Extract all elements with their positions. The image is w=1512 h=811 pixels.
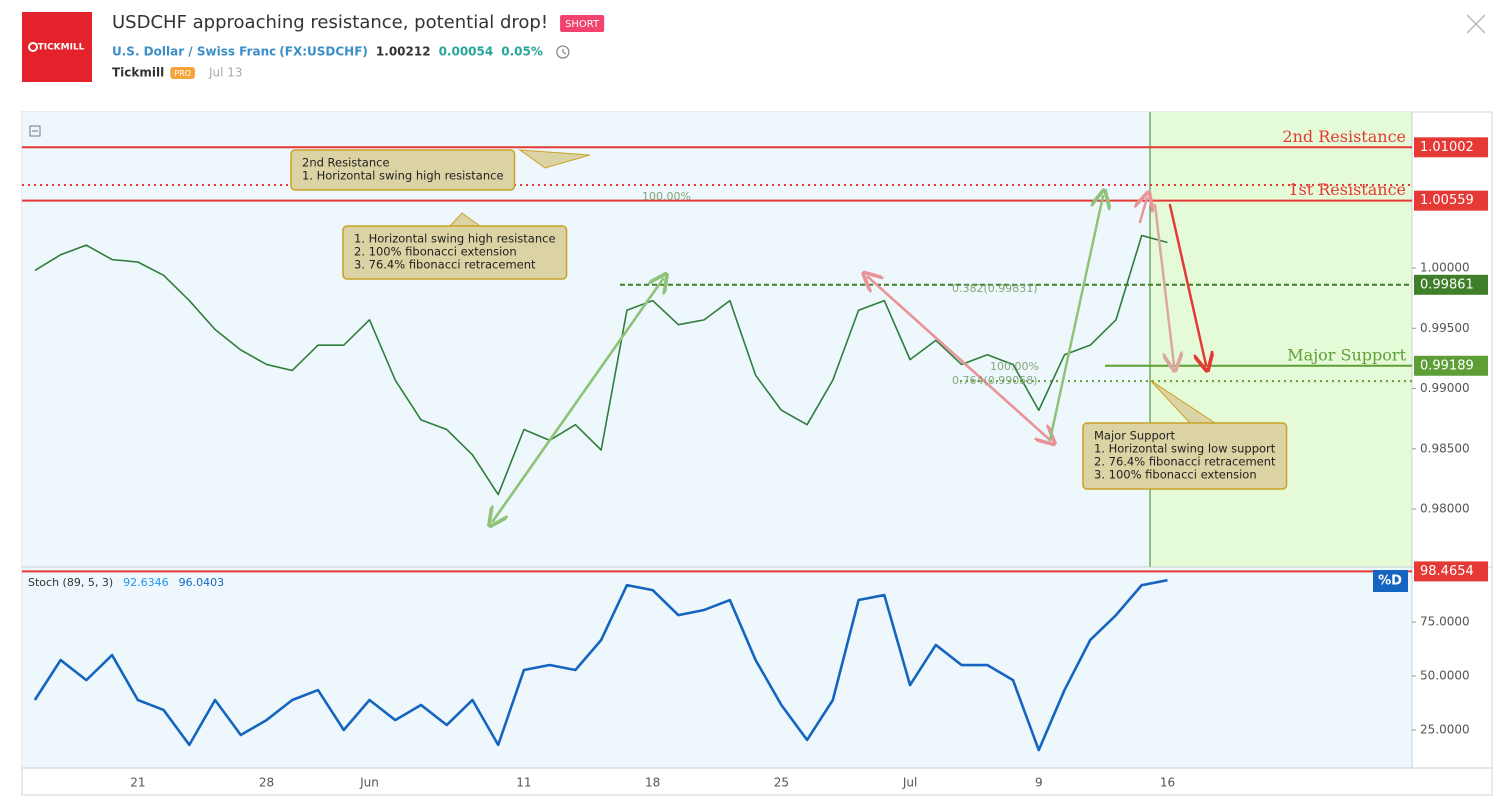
close-button[interactable] [1466, 14, 1486, 34]
arrow [868, 277, 1052, 442]
level-price: 0.99189 [1420, 358, 1474, 373]
y-tick-label: 0.99000 [1420, 381, 1470, 395]
stoch-level-box [1414, 561, 1488, 582]
x-tick-label: 21 [130, 776, 145, 790]
x-tick-label: 18 [645, 776, 660, 790]
alarm-icon[interactable] [556, 45, 570, 59]
level-price-box [1414, 137, 1488, 158]
fib-label: 0.764(0.99058) [952, 374, 1038, 387]
stoch-level-value: 98.4654 [1420, 564, 1474, 579]
arrow [1153, 203, 1174, 365]
callout-text: 2. 100% fibonacci extension [354, 245, 517, 259]
arrow [1168, 203, 1206, 365]
pro-badge-bg [170, 67, 195, 79]
logo-box [22, 12, 92, 82]
callout-text: 2. 76.4% fibonacci retracement [1094, 455, 1276, 469]
level-label: 1st Resistance [1288, 180, 1406, 199]
level-price-box [1414, 190, 1488, 211]
callout-text: 1. Horizontal swing high resistance [354, 232, 556, 246]
level-price-box [1414, 274, 1488, 295]
stoch-pane [22, 567, 1412, 768]
callout-text: 3. 76.4% fibonacci retracement [354, 258, 536, 272]
x-tick-label: Jul [902, 776, 917, 790]
arrow [491, 279, 663, 523]
y-tick-label: 50.0000 [1420, 669, 1470, 683]
level-price-box [1414, 355, 1488, 376]
stoch-line [33, 578, 1168, 752]
badge: SHORT [565, 19, 600, 30]
x-tick-label: 28 [259, 776, 274, 790]
author[interactable]: Tickmill [112, 66, 164, 80]
y-tick-label: 1.00000 [1420, 261, 1470, 275]
x-tick-label: Jun [359, 776, 379, 790]
x-tick-label: 11 [516, 776, 531, 790]
callout-pointer [518, 149, 591, 169]
y-tick-label: 75.0000 [1420, 615, 1470, 629]
level-price: 1.01002 [1420, 140, 1474, 155]
fib-label: 100.00% [642, 190, 691, 203]
callout-text: 1. Horizontal swing low support [1094, 442, 1276, 456]
stoch-reading: 96.0403 [179, 576, 225, 589]
level-price: 1.00559 [1420, 193, 1474, 208]
callout-box [1082, 422, 1288, 490]
series-label: %D [1378, 574, 1402, 589]
callout-box [342, 225, 568, 280]
symbol-name: U.S. Dollar / Swiss Franc [112, 45, 276, 59]
arrow [1140, 198, 1147, 224]
x-tick-label: 25 [774, 776, 789, 790]
y-tick-label: 0.98000 [1420, 502, 1470, 516]
callout-text: 3. 100% fibonacci extension [1094, 468, 1257, 482]
y-tick-label: 0.98500 [1420, 441, 1470, 455]
logo-text: TICKMILL [38, 43, 85, 53]
series-label-box [1373, 570, 1408, 592]
badge-bg [560, 15, 605, 32]
drawings [493, 196, 1206, 521]
callout-box [290, 149, 516, 191]
change-percent: 0.05% [501, 45, 543, 59]
x-tick-label: 16 [1160, 776, 1175, 790]
forecast-zone [1150, 112, 1412, 567]
stoch-title: Stoch (89, 5, 3) [28, 576, 113, 589]
arrow [1048, 196, 1103, 442]
fib-label: 100.00% [990, 360, 1039, 373]
title: USDCHF approaching resistance, potential… [112, 12, 548, 33]
date: Jul 13 [208, 66, 243, 80]
fib-label: 0.382(0.99831) [952, 282, 1038, 295]
pro-badge: PRO [174, 69, 191, 78]
y-tick-label: 0.99500 [1420, 321, 1470, 335]
level-label: Major Support [1287, 345, 1406, 364]
stoch-reading: 92.6346 [123, 576, 169, 589]
change: 0.00054 [439, 45, 494, 59]
collapse-icon[interactable] [29, 125, 41, 137]
symbol-code: (FX:USDCHF) [279, 45, 368, 59]
x-tick-label: 9 [1035, 776, 1043, 790]
y-tick-label: 25.0000 [1420, 723, 1470, 737]
callout-text: Major Support [1094, 429, 1176, 443]
callout-text: 1. Horizontal swing high resistance [302, 169, 504, 183]
callout-text: 2nd Resistance [302, 156, 390, 170]
logo-icon [28, 42, 38, 52]
price: 1.00212 [376, 45, 431, 59]
price-line [34, 234, 1168, 496]
level-price: 0.99861 [1420, 277, 1474, 292]
level-label: 2nd Resistance [1282, 127, 1406, 146]
